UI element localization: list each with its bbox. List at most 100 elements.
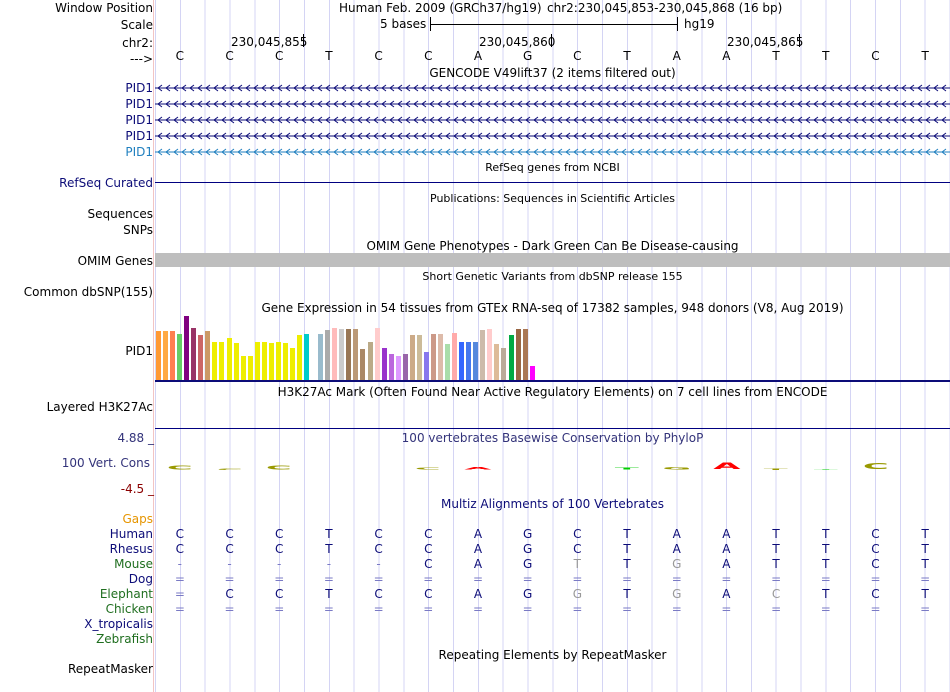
gtex-tissue-bar[interactable] (501, 348, 507, 380)
multiz-title[interactable]: Multiz Alignments of 100 Vertebrates (440, 497, 665, 511)
phylop-logo-letter: C (415, 466, 442, 471)
gencode-transcript-line[interactable] (155, 100, 950, 108)
phylop-label[interactable]: 100 Vert. Cons (61, 456, 150, 470)
gtex-tissue-bar[interactable] (240, 356, 246, 380)
species-label[interactable]: Dog (128, 572, 153, 586)
gtex-tissue-bar[interactable] (275, 342, 281, 380)
gtex-tissue-bar[interactable] (346, 329, 352, 380)
gencode-transcript-label[interactable]: PID1 (125, 97, 153, 111)
repeatmasker-label[interactable]: RepeatMasker (67, 662, 153, 676)
gtex-tissue-bar[interactable] (282, 343, 288, 380)
gtex-tissue-bar[interactable] (381, 348, 387, 380)
gtex-tissue-bar[interactable] (473, 342, 479, 380)
h3k27ac-label[interactable]: Layered H3K27Ac (46, 400, 153, 414)
gtex-tissue-bar[interactable] (515, 329, 521, 380)
gtex-tissue-bar[interactable] (254, 342, 260, 380)
gtex-tissue-bar[interactable] (268, 343, 274, 380)
assembly-text[interactable]: Human Feb. 2009 (GRCh37/hg19) (339, 1, 542, 15)
gencode-title[interactable]: GENCODE V49lift37 (2 items filtered out) (429, 66, 676, 80)
publications-label[interactable]: Sequences (87, 207, 153, 221)
gtex-tissue-bar[interactable] (480, 330, 486, 380)
gtex-tissue-bar[interactable] (156, 331, 161, 380)
gencode-transcript-label[interactable]: PID1 (125, 113, 153, 127)
gtex-tissue-bar[interactable] (339, 329, 345, 380)
gtex-tissue-bar[interactable] (395, 356, 401, 380)
gtex-tissue-bar[interactable] (297, 335, 302, 380)
gencode-transcript-label[interactable]: PID1 (125, 129, 153, 143)
gtex-tissue-bar[interactable] (177, 334, 183, 380)
gtex-tissue-bar[interactable] (360, 349, 366, 380)
gtex-tissue-bar[interactable] (198, 335, 204, 380)
species-label[interactable]: X_tropicalis (84, 617, 153, 631)
gencode-transcript-label[interactable]: PID1 (125, 145, 153, 159)
gtex-tissue-bar[interactable] (304, 334, 310, 380)
gtex-tissue-bar[interactable] (522, 329, 528, 380)
dbsnp-label[interactable]: Common dbSNP(155) (23, 285, 153, 299)
gtex-tissue-bar[interactable] (212, 342, 218, 380)
gtex-tissue-bar[interactable] (233, 343, 239, 380)
gtex-tissue-bar[interactable] (374, 328, 380, 380)
phylop-title[interactable]: 100 vertebrates Basewise Conservation by… (401, 431, 704, 445)
gtex-tissue-bar[interactable] (184, 316, 190, 380)
snps-label[interactable]: SNPs (123, 223, 153, 237)
gtex-tissue-bar[interactable] (459, 342, 465, 380)
gtex-tissue-bar[interactable] (487, 329, 493, 380)
gtex-tissue-bar[interactable] (438, 334, 443, 380)
gtex-tissue-bar[interactable] (430, 334, 436, 380)
position-text[interactable]: chr2:230,045,853-230,045,868 (16 bp) (547, 1, 783, 15)
gtex-tissue-bar[interactable] (409, 335, 415, 380)
phylop-min: -4.5 _ (120, 482, 154, 496)
gtex-label[interactable]: PID1 (125, 344, 153, 358)
h3k27ac-title[interactable]: H3K27Ac Mark (Often Found Near Active Re… (277, 385, 828, 399)
dbsnp-title[interactable]: Short Genetic Variants from dbSNP releas… (422, 270, 683, 283)
gtex-tissue-bar[interactable] (289, 348, 295, 380)
gtex-tissue-bar[interactable] (445, 344, 451, 380)
gtex-tissue-bar[interactable] (423, 352, 429, 380)
gtex-tissue-bar[interactable] (325, 330, 331, 380)
refseq-title[interactable]: RefSeq genes from NCBI (485, 161, 620, 174)
coord-tick: 230,045,865 (727, 35, 804, 49)
gtex-tissue-bar[interactable] (332, 328, 338, 380)
gencode-transcript-line[interactable] (155, 84, 950, 92)
species-label[interactable]: Chicken (105, 602, 153, 616)
gtex-tissue-bar[interactable] (416, 335, 422, 380)
gtex-tissue-bar[interactable] (466, 342, 472, 380)
species-label[interactable]: Human (109, 527, 153, 541)
gtex-tissue-bar[interactable] (318, 334, 324, 380)
gtex-tissue-bar[interactable] (402, 354, 408, 380)
gtex-tissue-bar[interactable] (205, 331, 211, 380)
omim-title[interactable]: OMIM Gene Phenotypes - Dark Green Can Be… (366, 239, 739, 253)
gencode-transcript-line[interactable] (155, 116, 950, 124)
species-label[interactable]: Elephant (99, 587, 153, 601)
omim-bar[interactable] (155, 253, 950, 267)
repeatmasker-title[interactable]: Repeating Elements by RepeatMasker (438, 648, 667, 662)
refseq-label[interactable]: RefSeq Curated (59, 176, 153, 190)
gtex-tissue-bar[interactable] (353, 329, 359, 380)
gtex-tissue-bar[interactable] (163, 331, 169, 380)
gencode-transcript-line[interactable] (155, 132, 950, 140)
gtex-tissue-bar[interactable] (494, 344, 500, 380)
gtex-title[interactable]: Gene Expression in 54 tissues from GTEx … (261, 301, 844, 315)
alignment-base: = (323, 572, 334, 586)
publications-title[interactable]: Publications: Sequences in Scientific Ar… (430, 192, 675, 205)
gtex-tissue-bar[interactable] (508, 335, 514, 380)
alignment-base: C (424, 557, 433, 571)
alignment-base: C (871, 542, 880, 556)
omim-label[interactable]: OMIM Genes (77, 254, 153, 268)
gtex-tissue-bar[interactable] (388, 354, 394, 380)
gtex-tissue-bar[interactable] (170, 331, 176, 380)
gtex-tissue-bar[interactable] (452, 333, 458, 380)
gtex-tissue-bar[interactable] (191, 328, 197, 380)
gtex-tissue-bar[interactable] (219, 342, 225, 380)
species-label[interactable]: Zebrafish (96, 632, 153, 646)
gencode-transcript-line[interactable] (155, 148, 950, 156)
alignment-base: = (870, 572, 881, 586)
gencode-transcript-label[interactable]: PID1 (125, 81, 153, 95)
species-label[interactable]: Rhesus (109, 542, 153, 556)
species-label[interactable]: Mouse (114, 557, 153, 571)
gtex-tissue-bar[interactable] (226, 338, 232, 380)
gtex-tissue-bar[interactable] (529, 366, 535, 380)
gtex-tissue-bar[interactable] (247, 356, 253, 380)
gtex-tissue-bar[interactable] (261, 342, 267, 380)
gtex-tissue-bar[interactable] (367, 342, 373, 380)
